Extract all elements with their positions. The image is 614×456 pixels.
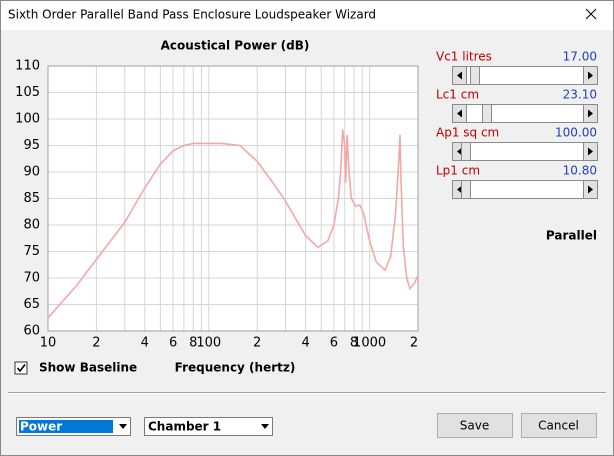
line-series [47, 129, 419, 319]
slider-track[interactable] [452, 142, 598, 161]
checkbox-label[interactable]: Show Baseline [39, 361, 137, 375]
checkbox[interactable] [14, 361, 28, 375]
y-tick-label: 100 [15, 112, 40, 127]
title-bar [0, 0, 614, 30]
dropdown-text: Chamber 1 [148, 420, 221, 434]
dropdown-text: Power [20, 420, 62, 434]
dropdown[interactable]: Chamber 1 [144, 417, 273, 436]
x-tick-label: 2 [410, 336, 418, 351]
slider-thumb[interactable] [470, 66, 480, 85]
arrow-right [588, 71, 593, 80]
slider-track[interactable] [452, 180, 598, 199]
slider[interactable] [452, 142, 598, 161]
y-tick-label: 110 [15, 59, 40, 74]
button[interactable]: Cancel [521, 413, 597, 438]
y-tick-label: 80 [23, 218, 40, 233]
close-button[interactable] [585, 8, 597, 20]
y-tick-label: 90 [23, 165, 40, 180]
slider-label: Lc1 cm [436, 88, 479, 102]
window-title: Sixth Order Parallel Band Pass Enclosure… [8, 8, 376, 22]
arrow-left [457, 185, 462, 194]
dropdown[interactable]: Power [16, 417, 131, 436]
slider-value: 23.10 [563, 88, 597, 102]
arrow-left [457, 71, 462, 80]
slider-value: 100.00 [555, 126, 597, 140]
slider-track[interactable] [452, 104, 598, 123]
slider-thumb[interactable] [461, 180, 471, 199]
arrow-left [457, 147, 462, 156]
x-tick-label: 2 [253, 336, 261, 351]
button-face[interactable] [521, 413, 597, 438]
x-tick-label: 4 [141, 336, 149, 351]
mode-label: Parallel [546, 229, 597, 243]
x-tick-label: 8 [189, 336, 197, 351]
y-tick-label: 85 [23, 191, 40, 206]
arrow-right [588, 109, 593, 118]
y-tick-label: 60 [23, 324, 40, 339]
slider-label: Lp1 cm [436, 164, 480, 178]
slider-value: 10.80 [563, 164, 597, 178]
x-axis-label: Frequency (hertz) [175, 361, 296, 375]
button[interactable]: Save [437, 413, 513, 438]
y-tick-label: 70 [23, 271, 40, 286]
dropdown-arrow [261, 424, 269, 429]
x-tick-label: 6 [169, 336, 177, 351]
dropdown-arrow [119, 424, 127, 429]
x-tick-label: 4 [301, 336, 309, 351]
x-tick-label: 100 [196, 336, 221, 351]
slider-value: 17.00 [563, 50, 597, 64]
slider[interactable] [452, 104, 598, 123]
slider-label: Ap1 sq cm [436, 126, 499, 140]
button-face[interactable] [437, 413, 513, 438]
slider-label: Vc1 litres [436, 50, 492, 64]
arrow-right [588, 185, 593, 194]
x-tick-label: 1000 [353, 336, 386, 351]
y-tick-label: 105 [15, 85, 40, 100]
y-tick-label: 65 [23, 297, 40, 312]
dropdown-box[interactable] [144, 417, 273, 436]
x-tick-label: 2 [92, 336, 100, 351]
dropdown-selection [19, 420, 113, 433]
plot-border [47, 65, 419, 332]
slider[interactable] [452, 180, 598, 199]
chart-title: Acoustical Power (dB) [161, 39, 310, 53]
button-label[interactable]: Cancel [538, 419, 579, 433]
arrow-right [588, 147, 593, 156]
x-tick-label: 6 [330, 336, 338, 351]
y-tick-label: 95 [23, 138, 40, 153]
arrow-left [457, 109, 462, 118]
x-tick-label: 10 [40, 336, 57, 351]
slider-thumb[interactable] [461, 142, 471, 161]
slider-thumb[interactable] [482, 104, 492, 123]
button-label[interactable]: Save [460, 419, 489, 433]
y-tick-label: 75 [23, 244, 40, 259]
slider[interactable] [452, 66, 598, 85]
x-tick-label: 8 [350, 336, 358, 351]
